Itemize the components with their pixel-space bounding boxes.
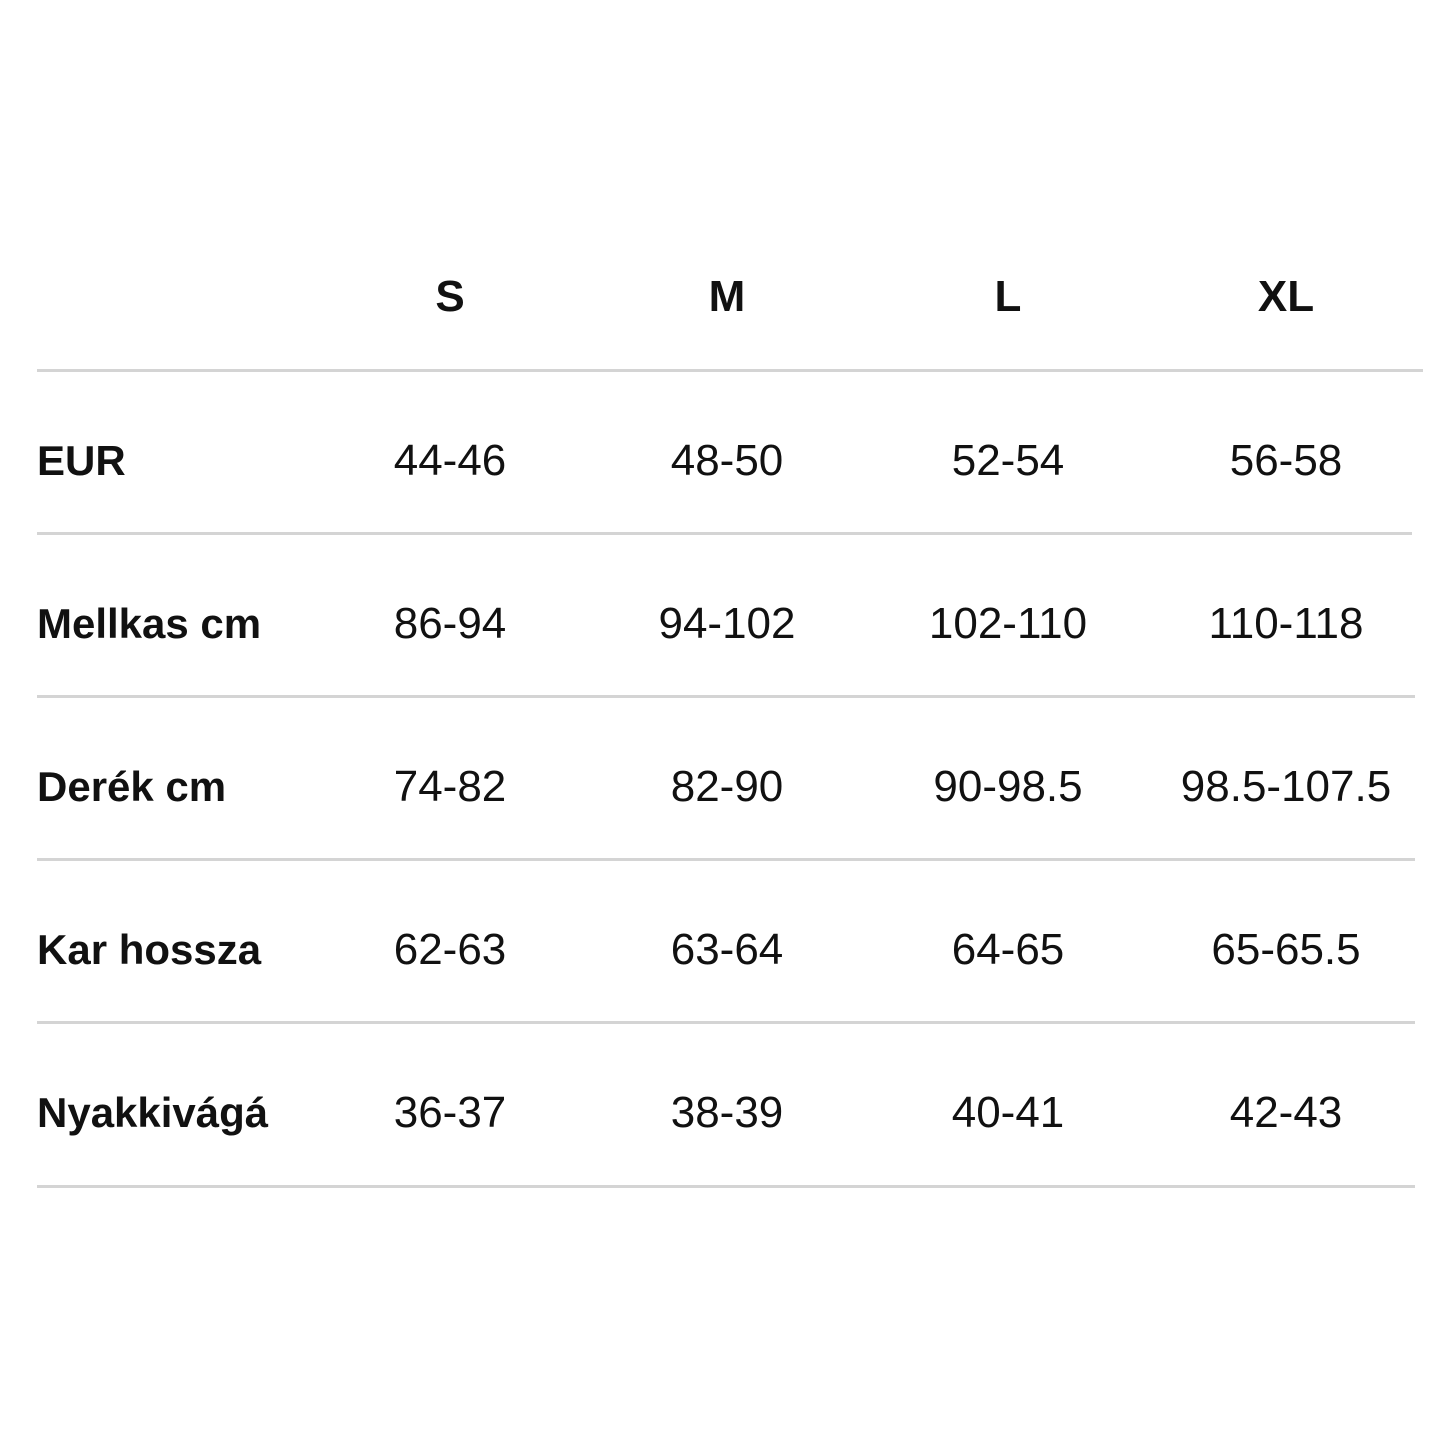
row-label: Mellkas cm bbox=[37, 600, 262, 647]
table-cell: 62-63 bbox=[393, 925, 507, 974]
table-cell: 40-41 bbox=[951, 1088, 1065, 1137]
table-cell: 44-46 bbox=[393, 436, 507, 485]
table-cell: 48-50 bbox=[670, 436, 784, 485]
row-label: Derék cm bbox=[37, 763, 227, 810]
table-cell: 52-54 bbox=[951, 436, 1065, 485]
table-cell: 82-90 bbox=[670, 762, 784, 811]
row-divider bbox=[37, 1021, 1415, 1024]
row-divider bbox=[37, 695, 1415, 698]
row-divider bbox=[37, 532, 1412, 535]
table-cell: 64-65 bbox=[951, 925, 1065, 974]
table-row-eur: EUR 44-46 48-50 52-54 56-58 bbox=[37, 411, 1423, 511]
table-cell: 42-43 bbox=[1229, 1088, 1343, 1137]
table-cell: 74-82 bbox=[393, 762, 507, 811]
row-label: EUR bbox=[37, 437, 126, 484]
row-divider bbox=[37, 1185, 1415, 1188]
table-cell: 110-118 bbox=[1208, 599, 1364, 648]
table-cell: 102-110 bbox=[928, 599, 1088, 648]
table-row-neck: Nyakkivágá 36-37 38-39 40-41 42-43 bbox=[37, 1063, 1423, 1163]
table-cell: 86-94 bbox=[393, 599, 507, 648]
table-cell: 98.5-107.5 bbox=[1180, 762, 1392, 811]
table-cell: 36-37 bbox=[393, 1088, 507, 1137]
table-cell: 65-65.5 bbox=[1211, 925, 1361, 974]
row-label: Kar hossza bbox=[37, 926, 262, 973]
table-cell: 38-39 bbox=[670, 1088, 784, 1137]
column-header-xl: XL bbox=[1257, 272, 1315, 321]
column-header-s: S bbox=[435, 272, 465, 321]
table-row-chest: Mellkas cm 86-94 94-102 102-110 110-118 bbox=[37, 574, 1423, 674]
table-cell: 56-58 bbox=[1229, 436, 1343, 485]
column-header-l: L bbox=[994, 272, 1022, 321]
table-cell: 63-64 bbox=[670, 925, 784, 974]
row-label: Nyakkivágá bbox=[37, 1089, 269, 1136]
table-cell: 94-102 bbox=[658, 599, 796, 648]
table-row-waist: Derék cm 74-82 82-90 90-98.5 98.5-107.5 bbox=[37, 737, 1423, 837]
table-cell: 90-98.5 bbox=[933, 762, 1083, 811]
column-header-m: M bbox=[708, 272, 746, 321]
row-divider bbox=[37, 369, 1423, 372]
row-divider bbox=[37, 858, 1415, 861]
size-header-row: S M L XL bbox=[37, 255, 1423, 339]
table-row-arm-length: Kar hossza 62-63 63-64 64-65 65-65.5 bbox=[37, 900, 1423, 1000]
